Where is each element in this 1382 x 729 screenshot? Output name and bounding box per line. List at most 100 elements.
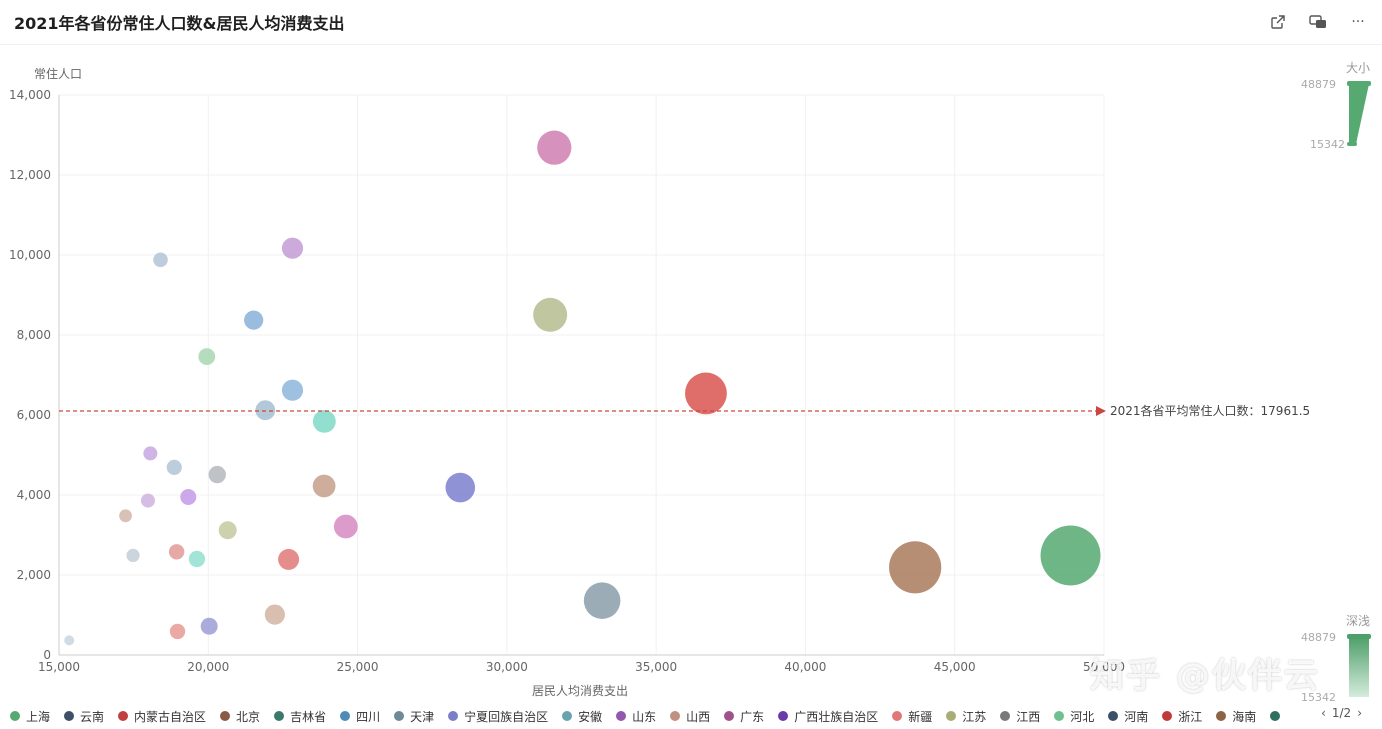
y-tick-label: 6,000 bbox=[17, 408, 51, 422]
data-point[interactable] bbox=[281, 379, 304, 401]
legend-prev-icon[interactable]: ‹ bbox=[1321, 706, 1326, 720]
legend-label: 江苏 bbox=[962, 709, 987, 724]
data-point[interactable] bbox=[166, 459, 182, 475]
legend-item[interactable]: 新疆 bbox=[892, 708, 932, 725]
data-point[interactable] bbox=[685, 372, 727, 415]
y-tick-label: 4,000 bbox=[17, 488, 51, 502]
data-point[interactable] bbox=[218, 521, 237, 540]
data-point[interactable] bbox=[889, 541, 942, 594]
legend-dot bbox=[10, 711, 20, 721]
legend-label: 宁夏回族自治区 bbox=[464, 709, 549, 724]
data-point[interactable] bbox=[64, 635, 75, 646]
legend-item[interactable]: 上海 bbox=[10, 708, 50, 725]
data-point[interactable] bbox=[255, 400, 276, 421]
legend-label: 江西 bbox=[1016, 709, 1041, 724]
legend-label: 北京 bbox=[236, 709, 261, 724]
legend-dot bbox=[64, 711, 75, 721]
bubble-chart: 常住人口 居民人均消费支出 15,000 20,000 25,000 30,000 35… bbox=[9, 61, 1371, 704]
visual-map-color-title: 深浅 bbox=[1346, 614, 1370, 628]
visual-map-color-max: 48879 bbox=[1301, 631, 1336, 644]
y-tick-label: 2,000 bbox=[17, 568, 51, 582]
data-point[interactable] bbox=[143, 446, 158, 461]
legend-dot bbox=[118, 711, 129, 721]
data-point[interactable] bbox=[140, 493, 155, 508]
data-point[interactable] bbox=[445, 472, 476, 503]
legend-label: 吉林省 bbox=[290, 709, 327, 724]
legend-item[interactable]: 广东 bbox=[724, 708, 764, 725]
visual-map-size-handle-bottom[interactable] bbox=[1347, 142, 1357, 146]
legend-item[interactable]: 内蒙古自治区 bbox=[118, 708, 206, 725]
legend-item[interactable]: 广西壮族自治区 bbox=[778, 708, 878, 725]
data-point[interactable] bbox=[244, 310, 264, 330]
visual-map-color: 深浅 48879 15342 bbox=[1301, 614, 1371, 704]
data-point[interactable] bbox=[312, 410, 336, 433]
visual-map-color-handle-top[interactable] bbox=[1347, 634, 1371, 639]
legend-item[interactable]: 河北 bbox=[1054, 708, 1094, 725]
legend-page: 1/2 bbox=[1331, 706, 1352, 720]
data-point[interactable] bbox=[537, 130, 572, 165]
data-point[interactable] bbox=[1040, 525, 1101, 586]
visual-map-color-bar[interactable] bbox=[1349, 637, 1369, 697]
chart-header: 2021年各省份常住人口数&居民人均消费支出 ··· bbox=[0, 0, 1382, 45]
data-point[interactable] bbox=[168, 544, 185, 560]
legend-item[interactable] bbox=[1270, 708, 1286, 725]
x-axis-label: 居民人均消费支出 bbox=[532, 684, 628, 698]
legend-item[interactable]: 浙江 bbox=[1162, 708, 1202, 725]
x-tick-label: 20,000 bbox=[187, 660, 229, 674]
data-point[interactable] bbox=[333, 514, 358, 539]
legend-item[interactable]: 北京 bbox=[220, 708, 260, 725]
visual-map-size-bar[interactable] bbox=[1349, 84, 1369, 144]
legend-dot bbox=[1054, 711, 1065, 721]
legend-dot bbox=[778, 711, 789, 721]
visual-map-size: 大小 48879 15342 bbox=[1301, 61, 1371, 151]
legend-item[interactable]: 江西 bbox=[1000, 708, 1040, 725]
legend-item[interactable]: 四川 bbox=[340, 708, 380, 725]
data-point[interactable] bbox=[200, 617, 218, 635]
legend-dot bbox=[1000, 711, 1011, 721]
data-point[interactable] bbox=[312, 474, 336, 498]
data-point[interactable] bbox=[208, 465, 226, 484]
legend-dot bbox=[274, 711, 285, 721]
y-tick-label: 8,000 bbox=[17, 328, 51, 342]
legend-next-icon[interactable]: › bbox=[1357, 706, 1362, 720]
legend-item[interactable]: 江苏 bbox=[946, 708, 986, 725]
data-point[interactable] bbox=[153, 252, 168, 268]
data-point[interactable] bbox=[198, 348, 216, 365]
x-tick-label: 45,000 bbox=[934, 660, 976, 674]
legend-label: 云南 bbox=[80, 709, 105, 724]
data-point[interactable] bbox=[264, 604, 285, 625]
visual-map-size-min: 15342 bbox=[1310, 138, 1345, 151]
legend-dot bbox=[340, 711, 351, 721]
screen-mode-icon[interactable] bbox=[1308, 12, 1328, 32]
legend-item[interactable]: 河南 bbox=[1108, 708, 1148, 725]
legend-item[interactable]: 海南 bbox=[1216, 708, 1256, 725]
visual-map-size-max: 48879 bbox=[1301, 78, 1336, 91]
data-point[interactable] bbox=[180, 489, 197, 505]
data-points bbox=[64, 130, 1101, 646]
data-point[interactable] bbox=[583, 582, 621, 619]
legend-item[interactable]: 天津 bbox=[394, 708, 434, 725]
data-point[interactable] bbox=[119, 509, 132, 523]
visual-map-size-handle-top[interactable] bbox=[1347, 81, 1371, 86]
data-point[interactable] bbox=[278, 548, 300, 570]
legend-dot bbox=[1216, 711, 1227, 721]
data-point[interactable] bbox=[188, 550, 206, 568]
legend-item[interactable]: 吉林省 bbox=[274, 708, 326, 725]
more-icon[interactable]: ··· bbox=[1351, 14, 1365, 30]
data-point[interactable] bbox=[169, 623, 186, 640]
legend-item[interactable]: 安徽 bbox=[562, 708, 602, 725]
legend-dot bbox=[1108, 711, 1119, 721]
data-point[interactable] bbox=[533, 297, 568, 332]
legend-item[interactable]: 云南 bbox=[64, 708, 104, 725]
external-link-icon[interactable] bbox=[1268, 12, 1288, 32]
x-tick-label: 40,000 bbox=[784, 660, 826, 674]
markline-arrow bbox=[1096, 406, 1106, 416]
legend-item[interactable]: 山西 bbox=[670, 708, 710, 725]
legend-item[interactable]: 宁夏回族自治区 bbox=[448, 708, 548, 725]
y-tick-label: 10,000 bbox=[9, 248, 51, 262]
data-point[interactable] bbox=[281, 237, 304, 259]
data-point[interactable] bbox=[126, 548, 140, 562]
legend-label: 浙江 bbox=[1178, 709, 1203, 724]
legend-item[interactable]: 山东 bbox=[616, 708, 656, 725]
legend-label: 河北 bbox=[1070, 709, 1095, 724]
